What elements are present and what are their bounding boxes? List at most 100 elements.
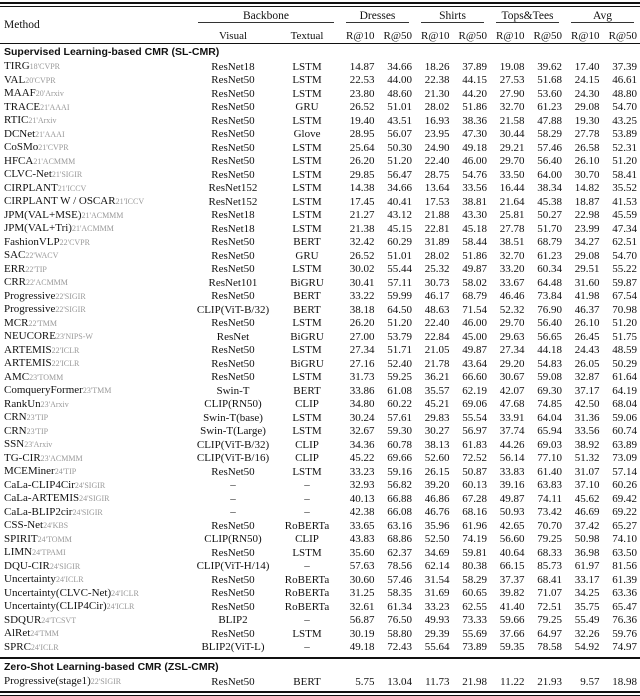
metric-value-cell: 61.64	[612, 371, 638, 383]
metric-value-cell: 71.07	[537, 587, 563, 599]
metric-value-cell: 27.34	[499, 344, 525, 356]
metric-value-cell: 38.34	[537, 182, 563, 194]
method-venue: 23'TOMM	[29, 372, 64, 382]
metric-value-cell: 54.70	[612, 249, 638, 262]
method-venue: 22'SIGIR	[55, 305, 86, 314]
method-name: CaLa-CLIP4Cir	[4, 478, 75, 491]
method-venue: 24'TOMM	[37, 534, 72, 544]
metric-value-cell: 34.36	[349, 438, 375, 451]
metric-value-cell: 31.54	[424, 573, 450, 586]
visual-backbone-cell: CLIP(ViT-B/32)	[196, 303, 270, 316]
method-cell: AlRet24'TMM	[0, 627, 192, 641]
textual-backbone-cell: LSTM	[292, 465, 322, 478]
header-visual: Visual	[218, 29, 248, 42]
metric-value-cell: 43.51	[387, 114, 413, 127]
table-row: ComqueryFormer23'TMM Swin-T BERT 33.86 61.08…	[0, 384, 640, 398]
method-name: SAC	[4, 249, 26, 261]
metric-value-cell: 59.35	[499, 641, 525, 653]
method-name: DCNet	[4, 127, 36, 140]
metric-value-cell: 44.20	[462, 87, 488, 100]
metric-value-cell: 23.99	[574, 222, 600, 235]
metric-value-cell: 60.29	[387, 236, 413, 248]
method-venue: 24'SIGIR	[74, 480, 106, 490]
metric-value-cell: 22.84	[424, 330, 450, 343]
metric-value-cell: 27.00	[349, 330, 375, 343]
visual-backbone-cell: ResNet101	[208, 276, 258, 289]
metric-value-cell: 33.56	[462, 182, 488, 194]
metric-value-cell: 43.25	[612, 114, 638, 127]
method-cell: VAL20'CVPR	[0, 74, 192, 88]
metric-value-cell: 63.89	[612, 438, 638, 451]
header-textual: Textual	[290, 29, 324, 42]
metric-value-cell: 25.32	[424, 263, 450, 275]
metric-value-cell: 50.29	[612, 357, 638, 370]
metric-value-cell: 17.40	[574, 60, 600, 73]
textual-backbone-cell: BERT	[293, 290, 321, 302]
metric-value-cell: 76.36	[612, 614, 638, 626]
metric-value-cell: 34.25	[574, 587, 600, 599]
textual-backbone-cell: –	[304, 492, 310, 505]
metric-value-cell: 63.16	[387, 519, 413, 532]
textual-backbone-cell: LSTM	[292, 74, 322, 86]
results-table: Method Backbone Dresses Shirts Tops&Tees…	[0, 7, 640, 689]
metric-value-cell: 61.97	[574, 560, 600, 572]
section-heading-row: Supervised Learning-based CMR (SL-CMR)	[0, 43, 640, 60]
visual-backbone-cell: ResNet50	[211, 114, 255, 127]
method-name: CoSMo	[4, 141, 39, 153]
textual-backbone-cell: –	[304, 614, 310, 626]
textual-backbone-cell: RoBERTa	[284, 573, 330, 586]
metric-value-cell: 11.73	[425, 675, 450, 688]
metric-value-cell: 51.20	[387, 317, 413, 329]
visual-backbone-cell: –	[230, 492, 236, 505]
table-row: HFCA21'ACMMM ResNet50 LSTM 26.20 51.20 22.40 4…	[0, 155, 640, 169]
visual-backbone-cell: ResNet50	[211, 357, 255, 370]
metric-value-cell: 22.38	[424, 74, 450, 86]
metric-value-cell: 40.41	[387, 195, 413, 208]
metric-value-cell: 80.38	[462, 560, 488, 572]
metric-value-cell: 59.08	[537, 371, 563, 383]
metric-value-cell: 67.28	[462, 492, 488, 505]
metric-value-cell: 60.78	[387, 438, 413, 451]
method-cell: Progressive(stage1)22'SIGIR	[0, 675, 192, 689]
metric-value-cell: 51.86	[462, 101, 488, 113]
method-cell: SPIRIT24'TOMM	[0, 533, 192, 547]
method-name: JPM(VAL+MSE)	[4, 208, 82, 221]
metric-value-cell: 73.84	[537, 290, 563, 302]
metric-value-cell: 21.05	[424, 344, 450, 356]
metric-value-cell: 66.08	[387, 506, 413, 518]
method-cell: NEUCORE23'NIPS-W	[0, 330, 192, 344]
metric-value-cell: 58.41	[612, 168, 638, 181]
textual-backbone-cell: RoBERTa	[284, 519, 330, 532]
metric-value-cell: 30.41	[349, 276, 375, 289]
metric-value-cell: 52.31	[612, 141, 638, 154]
method-name: MAAF	[4, 87, 36, 99]
visual-backbone-cell: ResNet50	[211, 87, 255, 100]
metric-value-cell: 53.79	[387, 330, 413, 343]
metric-value-cell: 64.19	[612, 384, 638, 397]
textual-backbone-cell: LSTM	[292, 425, 322, 437]
method-name: CaLa-BLIP2cir	[4, 505, 73, 518]
metric-value-cell: 43.64	[462, 357, 488, 370]
metric-value-cell: 30.24	[349, 411, 375, 424]
metric-value-cell: 49.87	[462, 263, 488, 275]
method-cell: Uncertainty24'ICLR	[0, 573, 192, 587]
metric-value-cell: 45.38	[537, 195, 563, 208]
metric-value-cell: 69.42	[612, 492, 638, 505]
method-venue: 24'TMM	[30, 629, 59, 638]
method-name: CaLa-ARTEMIS	[4, 492, 80, 504]
metric-value-cell: 32.42	[349, 236, 375, 248]
metric-value-cell: 37.10	[574, 479, 600, 491]
method-venue: 24'SIGIR	[79, 494, 110, 503]
table-row: VAL20'CVPR ResNet50 LSTM 22.53 44.00 22.38 44.…	[0, 74, 640, 88]
method-venue: 24'ICLR	[111, 588, 139, 598]
table-row: Progressive22'SIGIR ResNet50 BERT 33.22 59.9…	[0, 290, 640, 304]
method-cell: Progressive22'SIGIR	[0, 303, 192, 317]
method-name: TG-CIR	[4, 451, 41, 464]
metric-value-cell: 48.63	[424, 303, 450, 316]
metric-value-cell: 42.65	[499, 519, 525, 532]
method-venue: 22'WACV	[25, 251, 59, 260]
metric-value-cell: 21.27	[349, 209, 375, 221]
textual-backbone-cell: BiGRU	[290, 357, 324, 370]
metric-value-cell: 51.75	[612, 330, 638, 343]
metric-value-cell: 40.13	[349, 492, 375, 505]
